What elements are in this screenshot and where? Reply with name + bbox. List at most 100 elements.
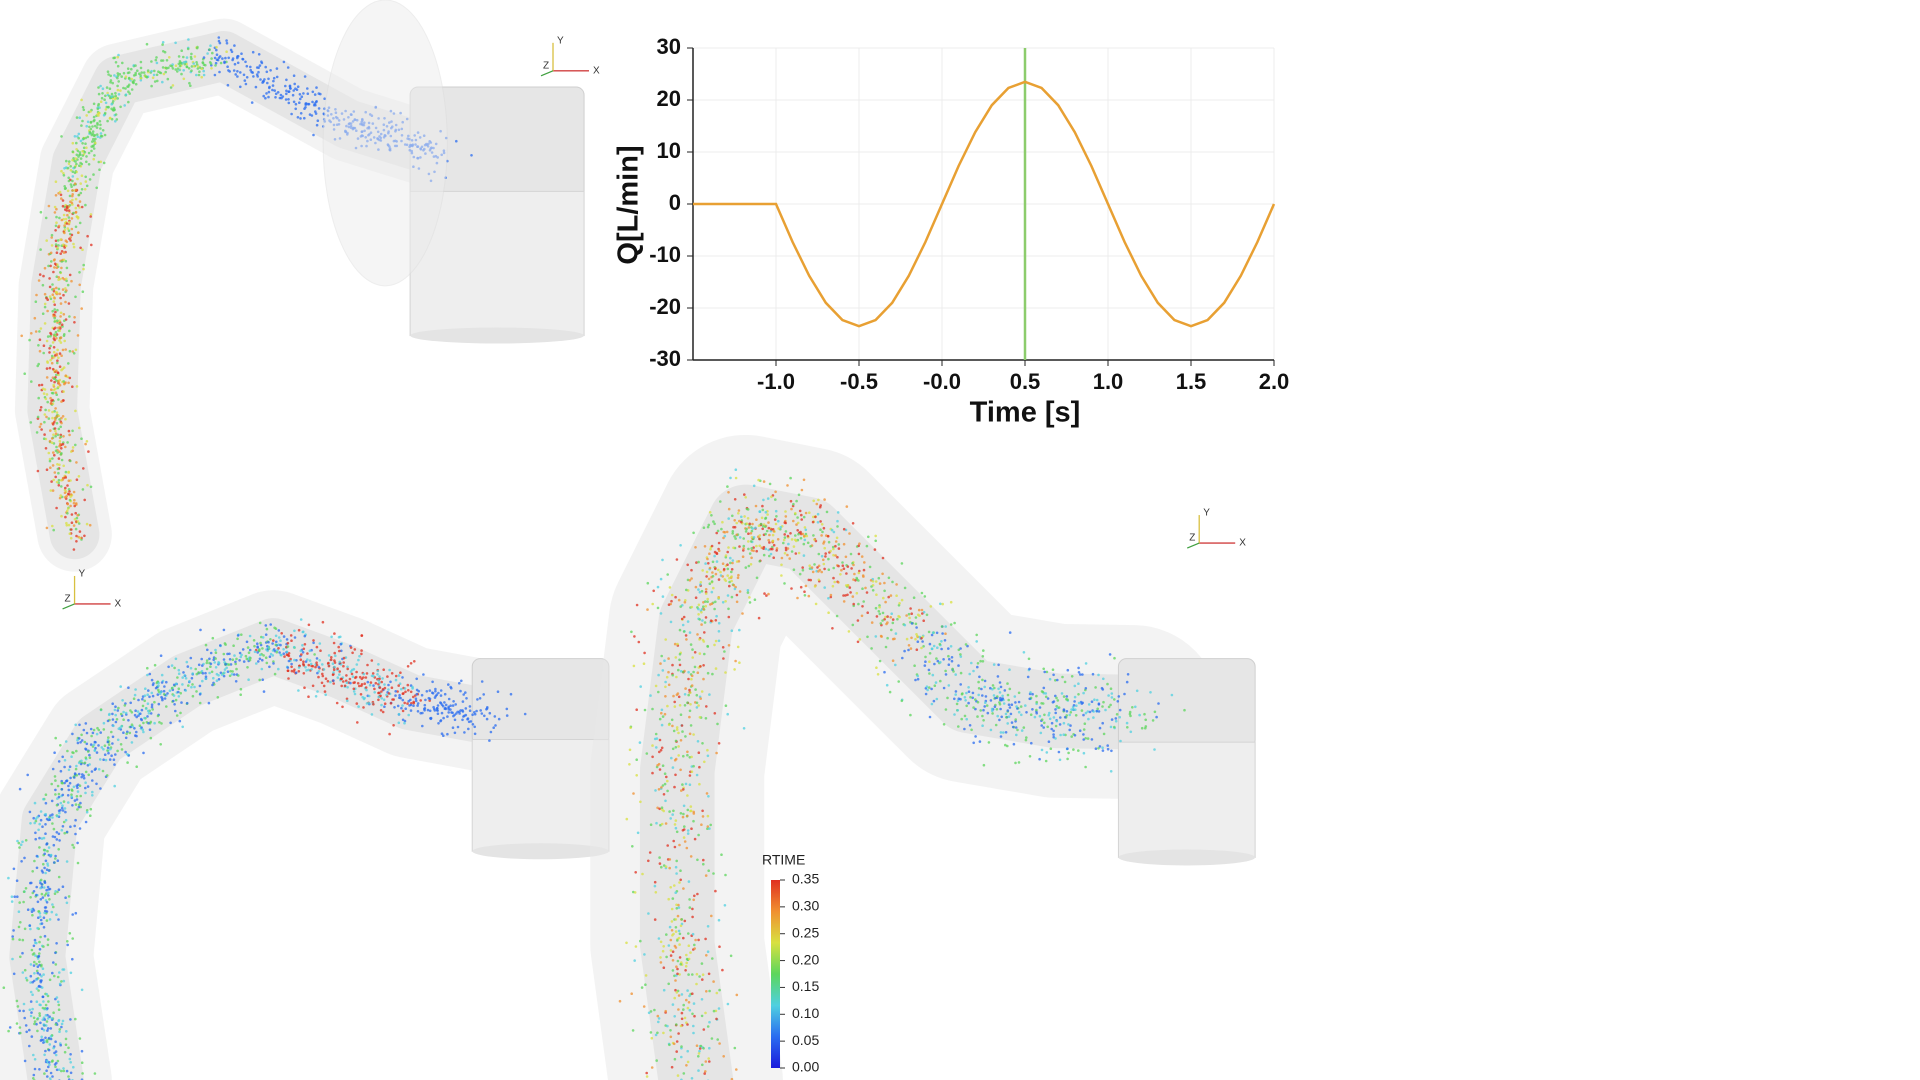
particle xyxy=(1028,755,1032,758)
particle xyxy=(709,619,713,622)
particle xyxy=(845,572,848,575)
particle xyxy=(382,698,386,701)
particle xyxy=(281,95,285,98)
particle xyxy=(66,940,69,943)
particle xyxy=(45,901,49,904)
particle xyxy=(76,334,80,337)
particle xyxy=(890,628,893,632)
particle xyxy=(812,534,815,537)
particle xyxy=(128,731,132,735)
particle xyxy=(109,79,113,82)
particle xyxy=(114,720,118,724)
particle xyxy=(59,425,62,429)
particle xyxy=(133,693,137,697)
particle xyxy=(862,575,865,578)
particle xyxy=(212,658,215,661)
particle xyxy=(914,622,918,626)
particle xyxy=(39,210,43,214)
particle xyxy=(49,1035,53,1038)
particle xyxy=(141,728,145,731)
particle xyxy=(56,361,59,365)
particle xyxy=(317,665,321,669)
particle xyxy=(667,683,671,687)
particle xyxy=(292,74,296,77)
particle xyxy=(990,707,994,711)
colorbar-title: RTIME xyxy=(762,852,805,868)
particle xyxy=(85,155,88,158)
particle xyxy=(75,764,78,768)
particle xyxy=(30,380,33,383)
particle xyxy=(105,86,109,89)
particle xyxy=(114,91,117,95)
particle xyxy=(463,731,466,734)
particle xyxy=(1183,708,1186,712)
particle xyxy=(51,367,55,371)
particle xyxy=(691,1012,694,1016)
particle xyxy=(151,708,154,711)
particle xyxy=(707,577,711,581)
particle xyxy=(703,1072,706,1075)
particle xyxy=(993,686,996,690)
particle xyxy=(727,517,730,520)
particle xyxy=(287,101,291,105)
particle xyxy=(949,623,953,626)
particle xyxy=(52,350,56,354)
particle xyxy=(101,769,105,773)
particle xyxy=(233,44,236,47)
particle xyxy=(708,693,711,696)
particle xyxy=(114,120,117,123)
particle xyxy=(701,1063,704,1067)
particle xyxy=(332,641,336,645)
particle xyxy=(188,81,191,85)
particle xyxy=(66,283,70,287)
particle xyxy=(708,511,712,514)
particle xyxy=(1035,708,1038,712)
particle xyxy=(108,94,111,98)
particle xyxy=(990,709,994,713)
particle xyxy=(930,647,934,651)
particle xyxy=(695,1044,699,1047)
particle xyxy=(1102,732,1106,736)
particle xyxy=(112,56,115,60)
particle xyxy=(1068,728,1071,732)
particle xyxy=(380,690,383,693)
particle xyxy=(58,463,61,467)
particle xyxy=(831,627,834,630)
particle xyxy=(975,633,978,637)
particle xyxy=(832,547,835,551)
particle xyxy=(345,697,349,701)
particle xyxy=(59,341,63,344)
particle xyxy=(708,1060,711,1063)
particle xyxy=(73,517,77,521)
particle xyxy=(29,1000,33,1003)
particle xyxy=(116,738,120,742)
particle xyxy=(54,194,58,197)
particle xyxy=(54,243,58,246)
particle xyxy=(439,719,442,723)
particle xyxy=(939,660,942,664)
particle xyxy=(727,546,730,549)
particle xyxy=(167,66,170,70)
particle xyxy=(891,637,895,641)
particle xyxy=(81,119,84,123)
particle xyxy=(79,794,82,798)
particle xyxy=(202,69,205,73)
particle xyxy=(228,674,232,678)
particle xyxy=(916,677,920,681)
particle xyxy=(124,711,128,715)
particle xyxy=(190,676,194,680)
particle xyxy=(1008,706,1012,709)
particle xyxy=(1084,737,1087,740)
particle xyxy=(730,629,734,632)
particle xyxy=(271,88,274,92)
particle xyxy=(800,513,803,517)
particle xyxy=(671,959,675,962)
particle xyxy=(82,776,86,780)
particle xyxy=(455,139,458,143)
particle xyxy=(706,557,709,561)
particle xyxy=(185,660,189,664)
particle xyxy=(381,710,385,714)
particle xyxy=(70,528,73,531)
particle xyxy=(272,660,275,663)
particle xyxy=(114,705,117,708)
